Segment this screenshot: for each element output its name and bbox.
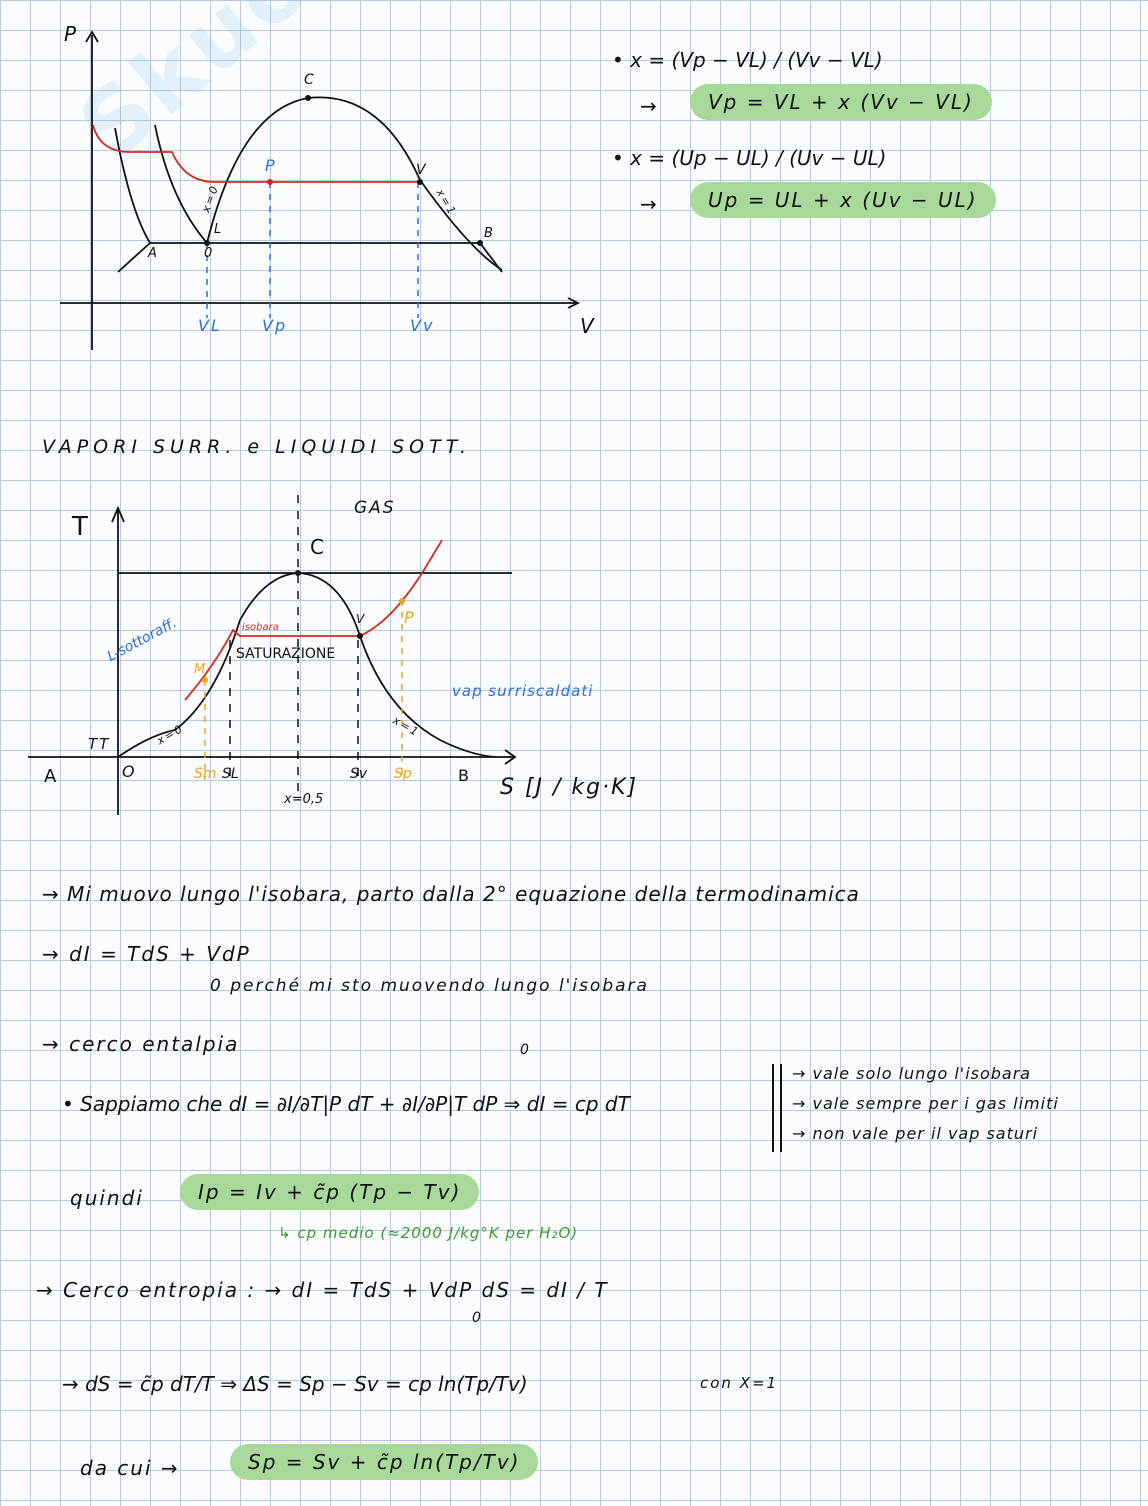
- note-zero-marker: 0: [520, 1042, 531, 1058]
- ts-p-label: P: [404, 608, 416, 627]
- ts-m-label: M: [194, 662, 208, 677]
- ts-vapori-surriscaldati-label: vap surriscaldati: [452, 682, 594, 700]
- highlight-entropy-formula: Sp = Sv + c̃p ln(Tp/Tv): [230, 1444, 539, 1480]
- pv-a-label: A: [148, 246, 159, 261]
- pv-vv-label: Vv: [410, 316, 435, 335]
- ts-sl-label: SL: [222, 766, 239, 782]
- note-line-zero-reason: 0 perché mi sto muovendo lungo l'isobara: [210, 976, 649, 996]
- arrow: →: [640, 192, 659, 216]
- side-note-1: → vale solo lungo l'isobara: [792, 1064, 1032, 1083]
- note-cp-medio: ↳ cp medio (≈2000 J/kg°K per H₂O): [278, 1224, 579, 1242]
- ts-sm-label: Sm: [194, 766, 217, 782]
- note-line-ds: → dS = c̃p dT/T ⇒ ΔS = Sp − Sv = cp ln(T…: [62, 1372, 528, 1396]
- pv-l-label: L: [214, 222, 224, 237]
- ts-o-label: O: [122, 762, 137, 781]
- ts-c-label: C: [310, 535, 326, 559]
- ts-sv-label: Sv: [350, 766, 368, 782]
- formula-x-energy: • x = (Up − UL) / (Uv − UL): [612, 146, 887, 170]
- pv-v-axis-label: V: [580, 314, 596, 338]
- pv-vl-label: VL: [198, 316, 222, 335]
- pv-c-label: C: [304, 72, 316, 88]
- note-line-sappiamo: • Sappiamo che dI = ∂I/∂T|P dT + ∂I/∂P|T…: [62, 1092, 630, 1116]
- ts-tt-label: TT: [88, 735, 111, 753]
- ts-v-label: V: [356, 612, 367, 626]
- note-quindi: quindi: [70, 1186, 144, 1210]
- note-line-dI: → dI = TdS + VdP: [42, 942, 251, 966]
- ts-isobara-label: isobara: [242, 622, 279, 633]
- arrow: →: [640, 94, 659, 118]
- highlight-enthalpy-formula: Ip = Iv + c̃p (Tp − Tv): [180, 1174, 480, 1210]
- ts-x05-label: x=0,5: [284, 792, 324, 807]
- section-title: VAPORI SURR. e LIQUIDI SOTT.: [42, 436, 472, 458]
- side-note-3: → non vale per il vap saturi: [792, 1124, 1039, 1143]
- pv-b-label: B: [484, 226, 495, 241]
- highlight-vp-formula: Vp = VL + x (Vv − VL): [690, 84, 992, 120]
- ts-b-label: B: [458, 766, 471, 785]
- double-bar-divider: [772, 1064, 782, 1152]
- note-line-cerco-entalpia: → cerco entalpia: [42, 1032, 240, 1056]
- note-con-x1: con X=1: [700, 1374, 779, 1392]
- note-line-cerco-entropia: → Cerco entropia : → dI = TdS + VdP dS =…: [36, 1278, 609, 1302]
- pv-zero-label: 0: [204, 246, 215, 261]
- note-da-cui: da cui →: [80, 1456, 180, 1480]
- ts-t-axis-label: T: [72, 512, 90, 542]
- ts-a-label: A: [44, 766, 59, 787]
- ts-s-axis-label: S [J / kg·K]: [500, 775, 639, 800]
- pv-p-label: P: [265, 156, 277, 175]
- note-line-isobar: → Mi muovo lungo l'isobara, parto dalla …: [42, 882, 860, 906]
- ts-saturazione-label: SATURAZIONE: [236, 646, 336, 662]
- pv-vp-label: Vp: [262, 316, 288, 335]
- side-note-2: → vale sempre per i gas limiti: [792, 1094, 1059, 1113]
- pv-v-label: V: [416, 162, 428, 178]
- note-zero-marker-2: 0: [472, 1310, 483, 1326]
- highlight-up-formula: Up = UL + x (Uv − UL): [690, 182, 996, 218]
- pv-p-axis-label: P: [64, 22, 79, 46]
- formula-x-volume: • x = (Vp − VL) / (Vv − VL): [612, 48, 883, 72]
- ts-sp-label: Sp: [394, 766, 412, 782]
- ts-gas-label: GAS: [354, 498, 396, 518]
